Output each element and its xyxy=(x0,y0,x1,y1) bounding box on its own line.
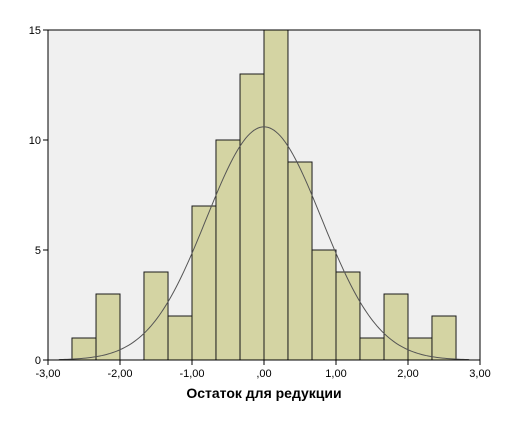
x-tick-label: -2,00 xyxy=(107,368,132,380)
x-axis-title: Остаток для редукции xyxy=(186,385,341,401)
histogram-bar-11 xyxy=(335,271,361,361)
histogram-bar-5 xyxy=(191,205,217,361)
y-tick-label: 0 xyxy=(35,355,41,367)
histogram-bar-9 xyxy=(287,161,313,361)
histogram-bar-14 xyxy=(407,337,433,361)
x-tick-label: -3,00 xyxy=(35,368,60,380)
histogram-bar-12 xyxy=(359,337,385,361)
histogram-bar-2 xyxy=(95,293,121,361)
histogram-bar-15 xyxy=(431,315,457,361)
histogram-bar-7 xyxy=(239,73,265,361)
normal-curve xyxy=(58,126,470,361)
histogram-bar-13 xyxy=(383,293,409,361)
y-tick-label: 10 xyxy=(29,135,41,147)
y-tick-label: 5 xyxy=(35,245,41,257)
histogram-bar-10 xyxy=(311,249,337,361)
histogram-bar-8 xyxy=(263,29,289,361)
axes: -3,00 -2,00 -1,00 ,00 1,00 2,00 3,00 0 5 10 15 xyxy=(29,25,491,380)
bars-layer xyxy=(71,29,457,361)
x-tick-label: -1,00 xyxy=(179,368,204,380)
histogram-bar-3 xyxy=(143,271,169,361)
y-tick-label: 15 xyxy=(29,25,41,37)
x-tick-label: 2,00 xyxy=(397,368,418,380)
x-tick-label: 1,00 xyxy=(325,368,346,380)
histogram-bar-1 xyxy=(71,337,97,361)
histogram-bar-4 xyxy=(167,315,193,361)
x-tick-label: ,00 xyxy=(256,368,271,380)
histogram-bar-6 xyxy=(215,139,241,361)
x-tick-label: 3,00 xyxy=(469,368,490,380)
